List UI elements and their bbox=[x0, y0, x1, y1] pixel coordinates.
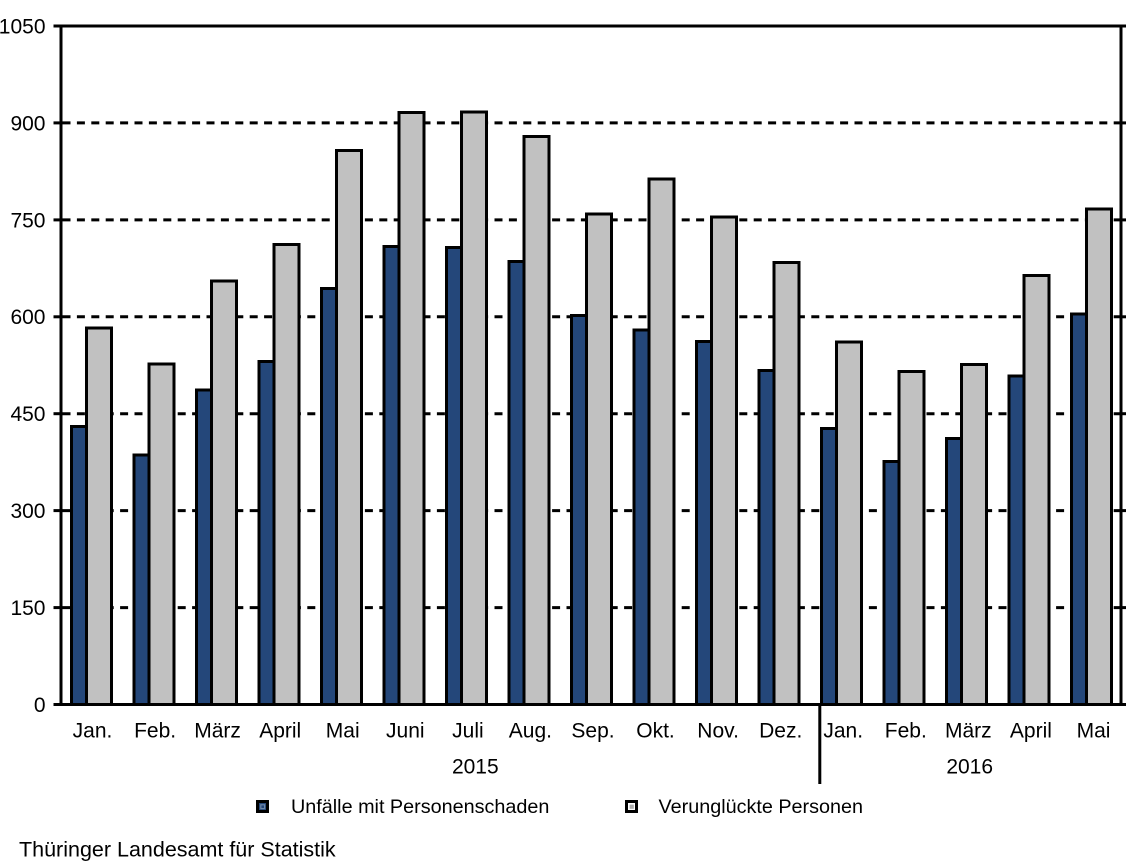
svg-text:1050: 1050 bbox=[0, 15, 46, 38]
svg-text:März: März bbox=[194, 720, 241, 743]
svg-text:Feb.: Feb. bbox=[134, 720, 176, 743]
svg-text:April: April bbox=[1010, 720, 1052, 743]
svg-text:900: 900 bbox=[10, 112, 45, 135]
svg-text:Unfälle mit Personenschaden: Unfälle mit Personenschaden bbox=[291, 796, 549, 818]
svg-text:600: 600 bbox=[10, 306, 45, 329]
svg-text:März: März bbox=[945, 720, 992, 743]
svg-text:Mai: Mai bbox=[326, 720, 360, 743]
svg-text:Jan.: Jan. bbox=[823, 720, 863, 743]
svg-text:Feb.: Feb. bbox=[885, 720, 927, 743]
svg-text:Thüringer Landesamt für Statis: Thüringer Landesamt für Statistik bbox=[19, 838, 336, 862]
svg-text:Jan.: Jan. bbox=[73, 720, 113, 743]
svg-text:Sep.: Sep. bbox=[571, 720, 614, 743]
svg-text:Dez.: Dez. bbox=[759, 720, 802, 743]
svg-text:0: 0 bbox=[34, 694, 46, 717]
svg-text:Mai: Mai bbox=[1077, 720, 1111, 743]
svg-text:150: 150 bbox=[10, 597, 45, 620]
svg-text:Okt.: Okt. bbox=[636, 720, 675, 743]
svg-text:Nov.: Nov. bbox=[697, 720, 739, 743]
svg-text:Juni: Juni bbox=[386, 720, 425, 743]
svg-text:Aug.: Aug. bbox=[509, 720, 552, 743]
svg-text:2015: 2015 bbox=[452, 756, 499, 779]
svg-text:April: April bbox=[259, 720, 301, 743]
svg-text:750: 750 bbox=[10, 209, 45, 232]
svg-text:Verunglückte Personen: Verunglückte Personen bbox=[659, 796, 864, 818]
svg-text:300: 300 bbox=[10, 500, 45, 523]
svg-text:450: 450 bbox=[10, 403, 45, 426]
svg-text:Juli: Juli bbox=[452, 720, 484, 743]
svg-text:2016: 2016 bbox=[946, 756, 993, 779]
